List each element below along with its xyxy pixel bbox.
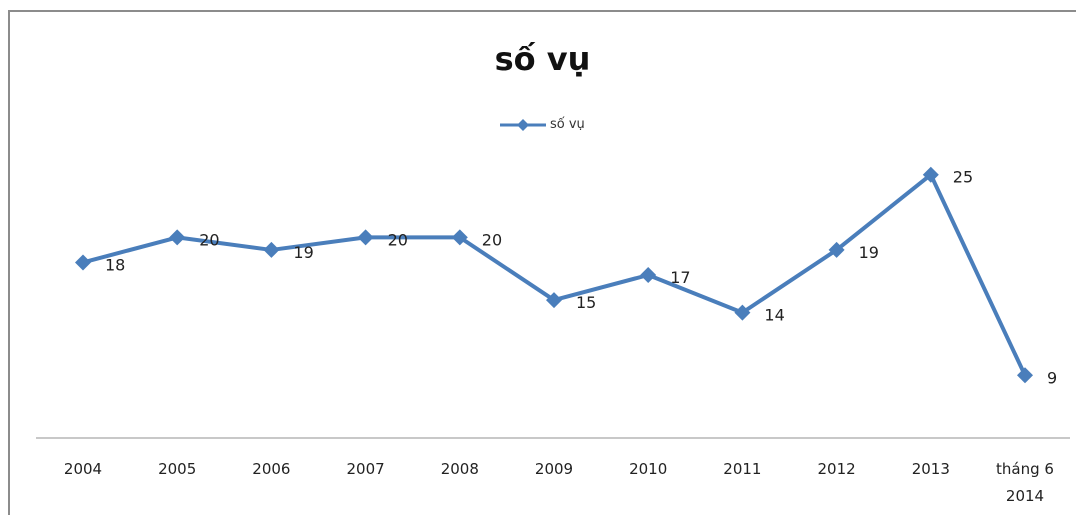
x-tick-label: 2012 [818,460,856,478]
data-label: 20 [199,230,219,249]
x-tick-label: 2009 [535,460,573,478]
legend: số vụ [500,117,585,132]
data-label: 19 [859,243,879,262]
x-tick-labels: 2004 2005 2006 2007 2008 2009 2010 2011 2012 2013… [64,460,1054,505]
x-tick-label: 2004 [64,460,102,478]
data-point [357,229,374,246]
data-point [451,229,468,246]
data-label: 15 [576,293,596,312]
data-labels: 18 20 19 20 20 15 17 14 19 25 9 [105,168,1057,388]
data-point [75,254,91,271]
data-label: 19 [293,243,313,262]
data-label: 20 [388,230,408,249]
data-point [1017,367,1033,384]
data-point [734,304,751,321]
data-point [169,229,186,246]
data-label: 9 [1047,368,1057,387]
data-point [922,166,939,183]
data-label: 20 [482,230,502,249]
x-tick-label: 2005 [158,460,196,478]
x-tick-label: 2006 [252,460,290,478]
series-line [82,172,1027,377]
x-tick-label: 2007 [347,460,385,478]
data-point [263,241,280,258]
x-tick-label: tháng 6 2014 [996,460,1054,505]
data-label: 17 [670,268,690,287]
data-label: 18 [105,255,125,274]
chart-frame [8,10,1076,515]
data-point [546,292,562,309]
data-label: 25 [953,168,973,187]
data-point [828,241,845,258]
x-tick-label: 2008 [441,460,479,478]
data-label: 14 [764,306,784,325]
x-tick-label: 2013 [912,460,950,478]
legend-label: số vụ [550,117,585,132]
x-tick-label: 2011 [723,460,761,478]
chart-title: số vụ [494,40,591,78]
data-markers [75,166,1033,384]
legend-marker-icon [500,118,546,131]
data-point [640,267,657,283]
x-tick-label: 2010 [629,460,667,478]
